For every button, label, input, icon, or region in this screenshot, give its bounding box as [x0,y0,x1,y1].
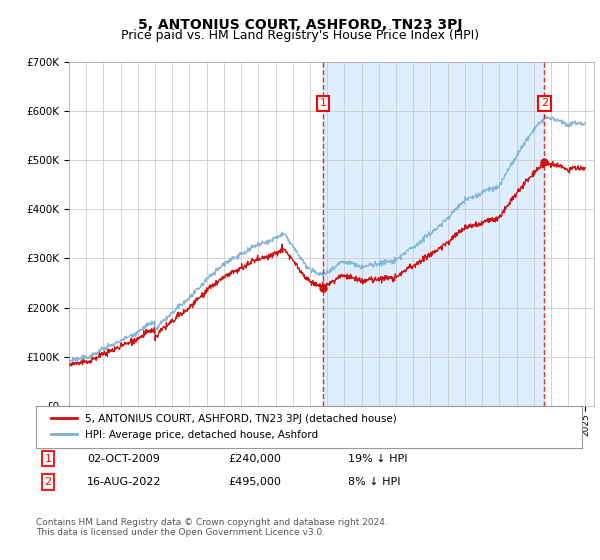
Text: 19% ↓ HPI: 19% ↓ HPI [348,454,407,464]
Text: £495,000: £495,000 [228,477,281,487]
Text: 02-OCT-2009: 02-OCT-2009 [87,454,160,464]
Text: 16-AUG-2022: 16-AUG-2022 [87,477,161,487]
Bar [323,62,544,406]
Text: 8% ↓ HPI: 8% ↓ HPI [348,477,401,487]
Text: 1: 1 [319,99,326,109]
Text: £240,000: £240,000 [228,454,281,464]
Legend: 5, ANTONIUS COURT, ASHFORD, TN23 3PJ (detached house), HPI: Average price, detac: 5, ANTONIUS COURT, ASHFORD, TN23 3PJ (de… [47,410,401,444]
Text: 5, ANTONIUS COURT, ASHFORD, TN23 3PJ: 5, ANTONIUS COURT, ASHFORD, TN23 3PJ [138,18,462,32]
Text: 2: 2 [541,99,548,109]
Text: 2: 2 [44,477,52,487]
Text: Price paid vs. HM Land Registry's House Price Index (HPI): Price paid vs. HM Land Registry's House … [121,29,479,42]
Text: Contains HM Land Registry data © Crown copyright and database right 2024.
This d: Contains HM Land Registry data © Crown c… [36,518,388,538]
Text: 1: 1 [44,454,52,464]
